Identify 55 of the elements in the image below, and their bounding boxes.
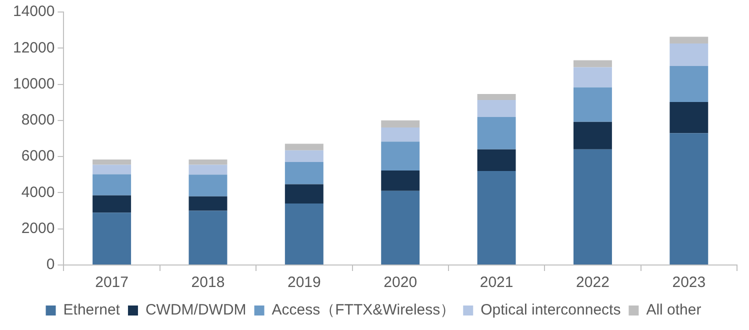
y-tick-label: 12000 [12, 39, 55, 56]
bar [573, 67, 612, 88]
bar [284, 150, 324, 162]
legend-label: CWDM/DWDM [145, 302, 246, 319]
bar [670, 102, 708, 134]
bar [381, 127, 420, 142]
x-tick-label: 2022 [576, 274, 610, 292]
bar [477, 171, 516, 264]
x-tick-label: 2018 [191, 274, 225, 292]
bar [477, 94, 516, 100]
bar [670, 43, 708, 66]
bar [573, 149, 612, 264]
bar [381, 170, 420, 191]
x-tick-label: 2023 [672, 274, 706, 292]
bar [188, 164, 228, 175]
legend-label: All other [646, 302, 702, 319]
bar [573, 87, 612, 122]
y-tick-label: 14000 [12, 3, 55, 20]
bar [284, 162, 324, 184]
bar [188, 196, 228, 211]
x-tick-label: 2021 [480, 274, 514, 292]
y-tick-label: 6000 [21, 148, 55, 165]
bar [188, 159, 228, 165]
legend-label: Access（FTTX&Wireless） [272, 302, 456, 319]
x-tick-label: 2020 [384, 274, 418, 292]
bar [284, 144, 324, 150]
bar [381, 142, 420, 170]
bar [92, 212, 132, 264]
legend-label: Ethernet [63, 302, 121, 319]
bar [477, 100, 516, 117]
bar [92, 159, 132, 165]
bar [670, 133, 708, 264]
bar [92, 174, 132, 196]
x-tick-label: 2019 [287, 274, 321, 292]
bar [284, 184, 324, 204]
bar [573, 122, 612, 150]
bar [477, 149, 516, 172]
bar [573, 60, 612, 68]
bar [477, 116, 516, 150]
legend-label: Optical interconnects [480, 302, 621, 319]
bar [670, 36, 708, 44]
y-tick-label: 2000 [21, 220, 55, 237]
bar [188, 174, 228, 196]
x-tick-label: 2017 [95, 274, 128, 292]
y-tick-label: 4000 [21, 184, 55, 201]
bar [284, 204, 324, 264]
y-tick-label: 0 [46, 256, 55, 274]
y-tick-label: 8000 [21, 112, 55, 129]
y-tick-label: 10000 [12, 75, 55, 92]
bar [188, 210, 228, 264]
bar [92, 164, 132, 174]
bar [92, 195, 132, 213]
bar [381, 190, 420, 264]
bar [670, 66, 708, 102]
bar [381, 120, 420, 128]
